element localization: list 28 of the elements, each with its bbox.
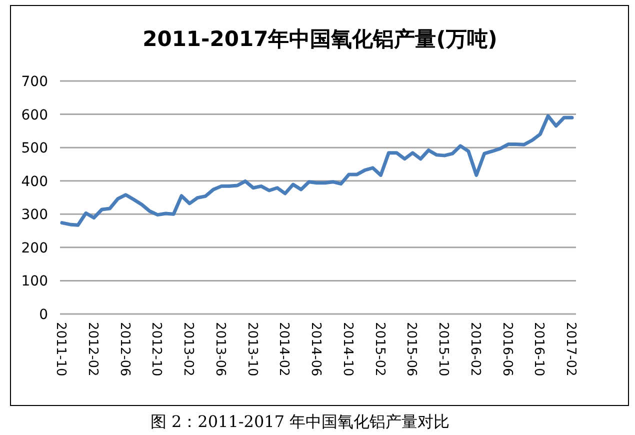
x-tick-label: 2015-02	[372, 322, 387, 376]
x-tick-label: 2012-02	[84, 322, 100, 376]
x-tick-label: 2017-02	[563, 322, 578, 376]
x-tick-label: 2011-10	[53, 322, 68, 376]
x-tick-label: 2012-10	[148, 322, 164, 376]
caption: 图 2：2011-2017 年中国氧化铝产量对比	[150, 412, 450, 431]
x-tick-label: 2016-06	[499, 322, 514, 376]
y-tick-label: 0	[39, 307, 48, 323]
chart-title: 2011-2017年中国氧化铝产量(万吨)	[142, 27, 498, 51]
x-tick-label: 2014-06	[308, 322, 323, 376]
x-tick-label: 2013-10	[244, 322, 260, 376]
y-tick-label: 300	[21, 207, 48, 224]
x-tick-label: 2014-10	[340, 322, 355, 376]
y-tick-label: 700	[21, 74, 48, 90]
x-tick-label: 2013-06	[212, 322, 228, 376]
x-tick-label: 2012-06	[116, 322, 132, 376]
x-tick-label: 2015-06	[404, 322, 419, 376]
x-tick-label: 2016-10	[531, 322, 546, 376]
y-tick-label: 600	[21, 107, 48, 124]
y-tick-label: 100	[21, 274, 48, 290]
x-tick-label: 2015-10	[436, 322, 450, 376]
y-tick-label: 200	[21, 240, 48, 256]
x-tick-label: 2016-02	[467, 322, 482, 376]
x-tick-label: 2013-02	[180, 322, 196, 376]
y-tick-label: 500	[21, 140, 48, 157]
line-series	[60, 114, 574, 227]
y-tick-label: 400	[21, 174, 48, 190]
x-tick-label: 2014-02	[276, 322, 292, 376]
